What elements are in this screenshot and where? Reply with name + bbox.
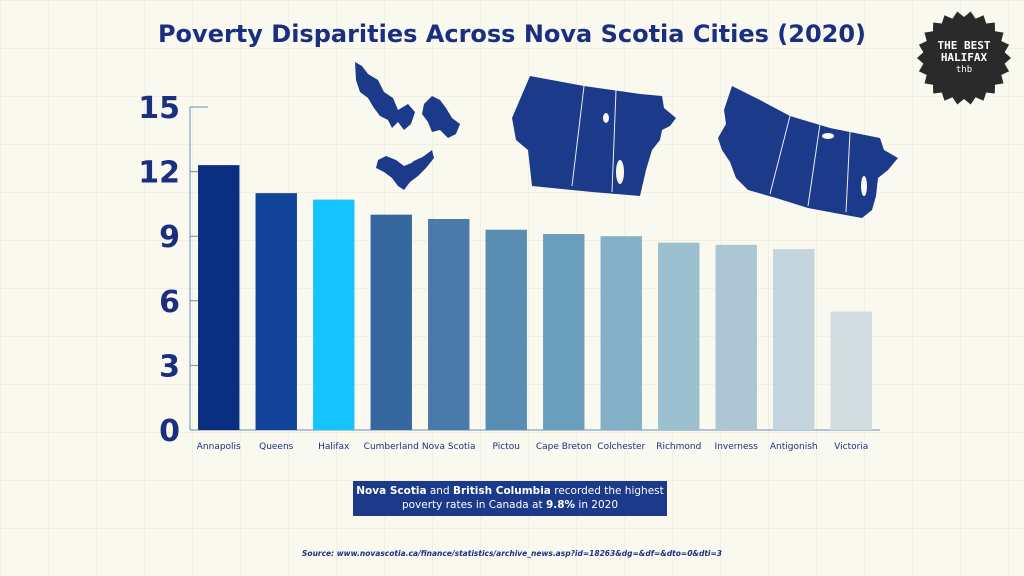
- badge-starburst-shape: [917, 11, 1011, 105]
- bar-annapolis: [198, 165, 240, 430]
- callout-text-2: recorded the highest: [550, 485, 664, 497]
- callout-box: Nova Scotia and British Columbia recorde…: [353, 481, 667, 516]
- bar-antigonish: [773, 249, 815, 430]
- western-canada-map-icon: [718, 86, 898, 218]
- x-tick-label: Richmond: [656, 442, 701, 452]
- x-tick-label: Pictou: [493, 442, 520, 452]
- callout-text-3: poverty rates in Canada at: [401, 499, 546, 511]
- atlantic-provinces-map-icon: [355, 62, 460, 190]
- axes: [189, 107, 880, 431]
- logo-line-2: HALIFAX: [940, 51, 988, 64]
- x-tick-label: Victoria: [834, 442, 868, 452]
- bar-richmond: [658, 242, 700, 430]
- bar-victoria: [830, 311, 872, 430]
- x-tick-label: Cumberland: [364, 442, 419, 452]
- bar-cape-breton: [543, 234, 585, 430]
- x-tick-label: Annapolis: [197, 442, 241, 452]
- x-tick-label: Inverness: [715, 442, 759, 452]
- bar-colchester: [600, 236, 642, 430]
- y-tick-labels: 0 3 6 9 12 15: [138, 91, 208, 449]
- bar-queens: [255, 193, 297, 430]
- callout-strong-1: Nova Scotia: [356, 485, 427, 497]
- x-tick-labels: Annapolis Queens Halifax Cumberland Nova Sco…: [197, 442, 869, 452]
- bars: [198, 165, 872, 430]
- y-tick-label: 12: [138, 156, 180, 191]
- callout-strong-2: British Columbia: [452, 485, 551, 497]
- logo-line-1: THE BEST: [937, 39, 991, 52]
- x-tick-label: Cape Breton: [536, 442, 592, 452]
- bar-nova-scotia: [428, 218, 470, 430]
- y-tick-label: 0: [159, 414, 180, 449]
- bar-pictou: [485, 229, 527, 430]
- bar-inverness: [715, 244, 757, 430]
- x-tick-label: Halifax: [318, 442, 350, 452]
- y-tick-label: 3: [159, 349, 180, 384]
- callout-text-1: and: [426, 485, 453, 497]
- callout-text-4: in 2020: [575, 499, 619, 511]
- bar-cumberland: [370, 214, 412, 430]
- x-tick-label: Nova Scotia: [422, 442, 476, 452]
- x-tick-label: Antigonish: [770, 442, 818, 452]
- x-tick-label: Queens: [259, 442, 294, 452]
- prairie-provinces-map-icon: [512, 76, 676, 196]
- logo-badge[interactable]: THE BEST HALIFAX thb: [916, 10, 1012, 106]
- bar-halifax: [313, 199, 355, 430]
- x-tick-label: Colchester: [597, 442, 645, 452]
- logo-mark: thb: [955, 65, 973, 75]
- y-tick-label: 15: [138, 91, 180, 126]
- y-tick-label: 9: [159, 220, 180, 255]
- starburst-badge-icon: [917, 11, 1011, 105]
- y-tick-label: 6: [159, 285, 180, 320]
- chart-title: Poverty Disparities Across Nova Scotia C…: [157, 20, 867, 48]
- callout-strong-3: 9.8%: [545, 499, 576, 511]
- source-link[interactable]: Source: www.novascotia.ca/finance/statis…: [302, 549, 722, 558]
